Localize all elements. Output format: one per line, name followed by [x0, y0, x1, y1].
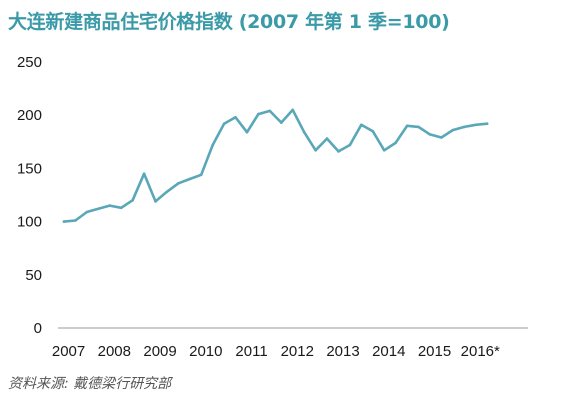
data-point	[268, 109, 272, 113]
y-tick-label: 200	[17, 107, 42, 124]
data-point	[85, 210, 89, 214]
data-point	[154, 200, 157, 203]
data-point	[222, 122, 226, 125]
data-point	[302, 130, 306, 134]
y-tick-label: 100	[17, 214, 42, 231]
y-tick-label: 0	[34, 320, 42, 337]
x-tick-label: 2007	[52, 343, 85, 360]
data-point	[119, 206, 123, 210]
data-point	[485, 122, 489, 125]
data-point	[440, 136, 443, 139]
data-point	[405, 124, 409, 128]
data-point	[257, 112, 260, 116]
y-axis-ticks: 0 50 100 150 200 250	[17, 54, 42, 337]
y-tick-label: 250	[17, 54, 42, 71]
data-point	[337, 150, 340, 153]
data-point	[428, 133, 432, 136]
data-point	[97, 207, 100, 211]
data-point	[234, 116, 237, 119]
data-point	[348, 143, 352, 147]
x-tick-label: 2010	[189, 343, 222, 360]
y-tick-label: 50	[25, 267, 42, 284]
data-point	[245, 130, 249, 134]
data-point	[165, 190, 169, 194]
series-points	[62, 108, 489, 223]
x-tick-label: 2015	[418, 343, 451, 360]
data-point	[360, 123, 363, 127]
data-point	[188, 177, 192, 181]
data-point	[382, 149, 386, 152]
data-point	[131, 199, 134, 202]
chart-title: 大连新建商品住宅价格指数 (2007 年第 1 季=100)	[8, 11, 450, 33]
x-tick-label: 2011	[235, 343, 267, 360]
data-point	[463, 125, 466, 129]
x-tick-label: 2013	[326, 343, 359, 360]
x-axis-ticks: 2007 2008 2009 2010 2011 2012 2013 2014 2015 2016…	[52, 343, 500, 360]
data-point	[199, 173, 203, 177]
data-point	[417, 125, 420, 129]
x-tick-label: 2016*	[461, 343, 500, 360]
chart-source: 资料来源: 戴德梁行研究部	[8, 376, 172, 392]
data-point	[314, 149, 317, 152]
data-point	[211, 143, 214, 147]
y-tick-label: 150	[17, 160, 42, 177]
x-tick-label: 2012	[281, 343, 314, 360]
data-point	[474, 123, 478, 127]
data-point	[177, 182, 180, 185]
data-point	[325, 137, 329, 140]
data-point	[62, 220, 66, 223]
data-point	[74, 219, 77, 222]
data-point	[371, 129, 375, 133]
data-point	[280, 121, 283, 124]
x-tick-label: 2014	[372, 343, 405, 360]
data-point	[142, 172, 146, 175]
data-point	[451, 128, 455, 132]
data-point	[291, 108, 295, 112]
data-point	[394, 141, 397, 145]
series-line	[62, 108, 489, 223]
data-point	[108, 204, 111, 207]
x-tick-label: 2008	[98, 343, 131, 360]
x-tick-label: 2009	[143, 343, 176, 360]
